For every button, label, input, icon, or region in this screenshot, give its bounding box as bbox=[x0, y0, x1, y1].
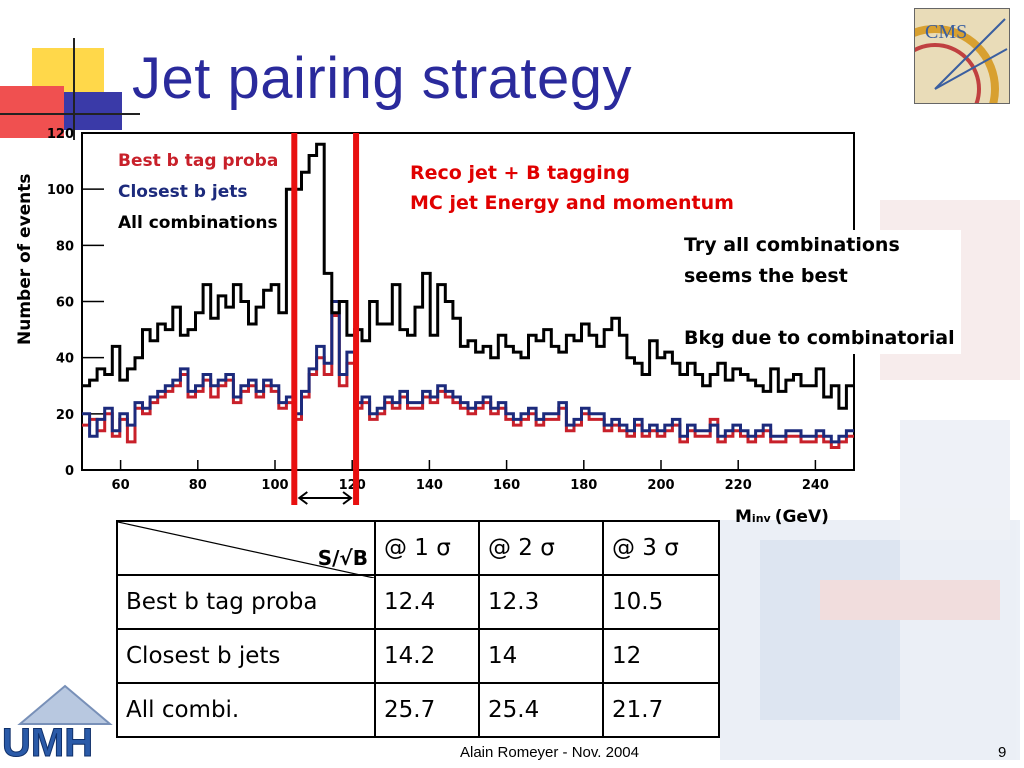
x-axis-label-sub: inv bbox=[752, 512, 772, 525]
table-corner-cell: S/√B bbox=[116, 520, 376, 578]
legend: Best b tag proba Closest b jets All comb… bbox=[118, 151, 278, 233]
mass-window-line bbox=[353, 133, 360, 505]
cms-logo: CMS bbox=[914, 8, 1010, 104]
umh-logo-text: UMH bbox=[2, 721, 93, 765]
y-tick-label: 60 bbox=[56, 296, 74, 311]
series-group bbox=[82, 142, 854, 449]
table-cell: 12.4 bbox=[374, 574, 480, 630]
x-tick-label: 120 bbox=[339, 478, 366, 493]
conclusion-line3: Bkg due to combinatorial bbox=[684, 327, 955, 349]
y-axis: 0 20 40 60 80 100 120 bbox=[47, 127, 104, 479]
header-2-sigma: @ 2 σ bbox=[478, 520, 604, 576]
y-tick-label: 120 bbox=[47, 127, 74, 142]
corner-diagonal bbox=[118, 522, 374, 578]
umh-logo: UMH bbox=[2, 684, 113, 766]
legend-all-combinations: All combinations bbox=[118, 213, 278, 233]
mass-window bbox=[291, 133, 360, 505]
x-tick-label: 60 bbox=[112, 478, 130, 493]
table-cell: 21.7 bbox=[602, 682, 720, 738]
footer-author: Alain Romeyer - Nov. 2004 bbox=[460, 744, 639, 761]
table-cell: 12.3 bbox=[478, 574, 604, 630]
row-label: Best b tag proba bbox=[116, 574, 376, 630]
table-row: All combi. 25.7 25.4 21.7 bbox=[116, 682, 720, 738]
row-label: Closest b jets bbox=[116, 628, 376, 684]
table-row: Closest b jets 14.2 14 12 bbox=[116, 628, 720, 684]
series-line-all-combinations bbox=[82, 142, 854, 410]
table-header-row: S/√B @ 1 σ @ 2 σ @ 3 σ bbox=[116, 520, 720, 578]
x-axis-label-m: M bbox=[735, 507, 752, 527]
mass-window-arrow bbox=[297, 491, 353, 505]
x-tick-label: 240 bbox=[802, 478, 829, 493]
y-tick-label: 100 bbox=[47, 183, 74, 198]
row-label: All combi. bbox=[116, 682, 376, 738]
page-number: 9 bbox=[998, 744, 1007, 761]
legend-closest-b-jets: Closest b jets bbox=[118, 182, 247, 202]
header-3-sigma: @ 3 σ bbox=[602, 520, 720, 576]
x-axis-label-unit: (GeV) bbox=[775, 507, 829, 527]
series-line-closest-b-jets bbox=[82, 300, 854, 444]
x-tick-label: 180 bbox=[570, 478, 597, 493]
reco-annotation-line1: Reco jet + B tagging bbox=[410, 162, 630, 184]
svg-text:Minv(GeV): Minv (GeV) bbox=[735, 507, 829, 527]
slide-title: Jet pairing strategy bbox=[132, 46, 633, 111]
table-cell: 14.2 bbox=[374, 628, 480, 684]
header-1-sigma: @ 1 σ bbox=[374, 520, 480, 576]
mass-window-line bbox=[291, 133, 298, 505]
y-tick-label: 0 bbox=[65, 464, 74, 479]
y-tick-label: 80 bbox=[56, 239, 74, 254]
table-cell: 25.4 bbox=[478, 682, 604, 738]
y-tick-label: 20 bbox=[56, 408, 74, 423]
conclusion-line1: Try all combinations bbox=[684, 234, 900, 256]
reco-annotation-line2: MC jet Energy and momentum bbox=[410, 192, 734, 214]
x-axis: 60 80 100 120 140 160 180 200 220 240 bbox=[112, 460, 829, 493]
table-cell: 25.7 bbox=[374, 682, 480, 738]
x-tick-label: 200 bbox=[647, 478, 674, 493]
table-row: Best b tag proba 12.4 12.3 10.5 bbox=[116, 574, 720, 630]
conclusion-annotation: Try all combinations seems the best Bkg … bbox=[684, 230, 961, 354]
x-tick-label: 80 bbox=[189, 478, 207, 493]
x-tick-label: 160 bbox=[493, 478, 520, 493]
histogram-chart: 0 20 40 60 80 100 120 60 80 100 120 140 160 180 200 22… bbox=[15, 127, 855, 527]
table-cell: 10.5 bbox=[602, 574, 720, 630]
table-cell: 12 bbox=[602, 628, 720, 684]
reco-annotation: Reco jet + B tagging MC jet Energy and m… bbox=[410, 158, 734, 218]
x-tick-label: 140 bbox=[416, 478, 443, 493]
cms-logo-text: CMS bbox=[925, 21, 968, 43]
x-tick-label: 100 bbox=[261, 478, 288, 493]
x-tick-label: 220 bbox=[725, 478, 752, 493]
cms-logo-graphic bbox=[915, 18, 1008, 103]
table-cell: 14 bbox=[478, 628, 604, 684]
y-tick-label: 40 bbox=[56, 352, 74, 367]
significance-table: S/√B @ 1 σ @ 2 σ @ 3 σ Best b tag proba … bbox=[116, 520, 720, 738]
red-square bbox=[0, 86, 64, 138]
y-axis-label: Number of events bbox=[15, 173, 35, 345]
sqrt-b-label: S/√B bbox=[317, 546, 368, 570]
conclusion-line2: seems the best bbox=[684, 265, 848, 287]
legend-best-b-tag: Best b tag proba bbox=[118, 151, 278, 171]
x-axis-title: Minv (GeV) bbox=[735, 507, 829, 527]
